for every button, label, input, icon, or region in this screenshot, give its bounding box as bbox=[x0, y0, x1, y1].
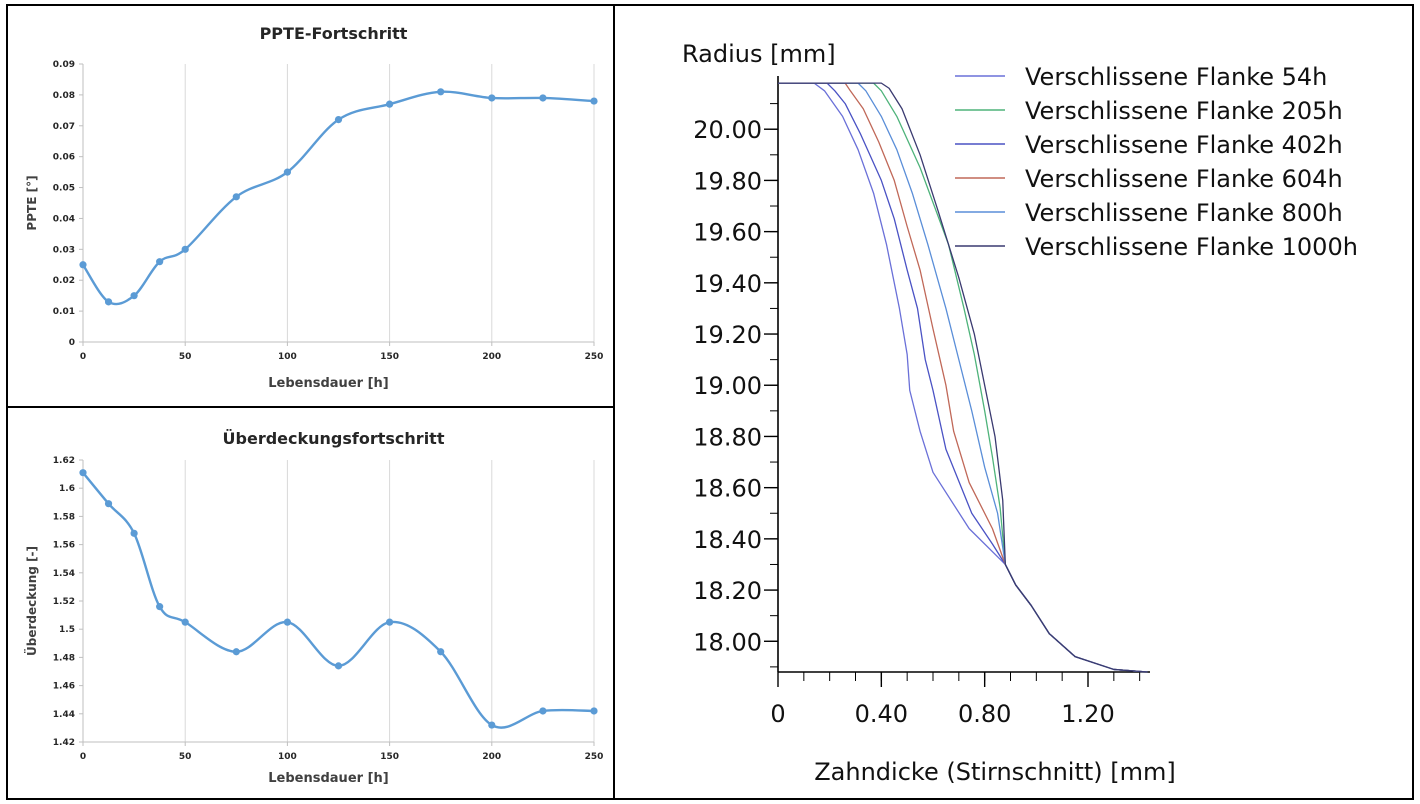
legend-label: Verschlissene Flanke 54h bbox=[1025, 63, 1327, 91]
data-point bbox=[156, 603, 164, 611]
legend-label: Verschlissene Flanke 402h bbox=[1025, 131, 1343, 159]
y-tick-label: 20.00 bbox=[693, 116, 762, 144]
y-tick-label: 18.60 bbox=[693, 475, 762, 503]
y-tick-label: 0.06 bbox=[53, 153, 75, 163]
data-point bbox=[488, 721, 496, 729]
x-tick-label: 150 bbox=[380, 352, 399, 362]
data-point bbox=[232, 193, 240, 201]
y-tick-label: 1.62 bbox=[53, 456, 75, 466]
data-point bbox=[386, 618, 394, 626]
y-tick-label: 18.20 bbox=[693, 577, 762, 605]
y-axis-label: PPTE [°] bbox=[25, 175, 39, 230]
data-point bbox=[386, 100, 394, 108]
y-tick-label: 1.56 bbox=[53, 541, 75, 551]
x-tick-label: 0.40 bbox=[855, 700, 908, 728]
chart-panel-ppte: 0 0.01 0.02 0.03 0.04 0.05 0.06 0.07 0.08 0.09 0 50… bbox=[6, 4, 615, 408]
y-tick-label: 19.80 bbox=[693, 167, 762, 195]
x-tick-label: 0 bbox=[770, 700, 785, 728]
y-tick-label: 19.40 bbox=[693, 270, 762, 298]
y-axis-label: Überdeckung [-] bbox=[24, 546, 39, 656]
ppte-chart: 0 0.01 0.02 0.03 0.04 0.05 0.06 0.07 0.08 0.09 0 50… bbox=[25, 24, 604, 391]
legend-label: Verschlissene Flanke 800h bbox=[1025, 199, 1343, 227]
series-line-6 bbox=[778, 82, 1148, 673]
data-point bbox=[232, 648, 240, 656]
y-tick-label: 19.00 bbox=[693, 372, 762, 400]
y-tick-label: 0.04 bbox=[53, 214, 75, 224]
x-tick-label: 0 bbox=[80, 752, 86, 762]
y-axis-label: Radius [mm] bbox=[682, 40, 836, 68]
y-tick-label: 1.42 bbox=[53, 738, 75, 748]
x-tick-label: 250 bbox=[585, 752, 604, 762]
profile-chart: 18.00 18.20 18.40 18.60 18.80 19.00 19.20 19.40… bbox=[682, 40, 1358, 786]
x-axis-label: Lebensdauer [h] bbox=[268, 376, 388, 391]
chart-panel-overlap: 1.42 1.44 1.46 1.48 1.5 1.52 1.54 1.56 1.58 1.6 1.… bbox=[6, 406, 615, 800]
y-tick-label: 1.5 bbox=[59, 625, 75, 635]
y-tick-label: 19.20 bbox=[693, 321, 762, 349]
legend-label: Verschlissene Flanke 205h bbox=[1025, 97, 1343, 125]
overlap-chart: 1.42 1.44 1.46 1.48 1.5 1.52 1.54 1.56 1.58 1.6 1.… bbox=[24, 429, 604, 786]
data-point bbox=[539, 707, 547, 715]
x-axis-label: Lebensdauer [h] bbox=[268, 771, 388, 786]
data-point bbox=[590, 97, 598, 105]
data-point bbox=[590, 707, 598, 715]
x-tick-label: 200 bbox=[482, 752, 501, 762]
y-tick-label: 1.54 bbox=[53, 569, 75, 579]
y-tick-label: 0 bbox=[69, 338, 75, 348]
legend-label: Verschlissene Flanke 1000h bbox=[1025, 233, 1358, 261]
series-line bbox=[81, 90, 595, 306]
data-point bbox=[488, 94, 496, 102]
series-line bbox=[82, 471, 595, 729]
y-tick-label: 0.09 bbox=[53, 60, 75, 70]
data-point bbox=[156, 258, 164, 266]
x-tick-label: 0 bbox=[80, 352, 86, 362]
y-tick-label: 0.05 bbox=[53, 184, 75, 194]
y-tick-label: 0.03 bbox=[53, 245, 75, 255]
y-tick-label: 1.6 bbox=[59, 484, 75, 494]
data-point bbox=[437, 648, 445, 656]
data-point bbox=[283, 168, 291, 176]
x-axis-label: Zahndicke (Stirnschnitt) [mm] bbox=[814, 758, 1176, 786]
data-point bbox=[104, 500, 113, 508]
chart-title: PPTE-Fortschritt bbox=[260, 24, 408, 43]
y-tick-label: 18.80 bbox=[693, 423, 762, 451]
y-tick-label: 0.01 bbox=[53, 307, 75, 317]
data-point bbox=[79, 469, 87, 477]
x-tick-label: 1.20 bbox=[1061, 700, 1114, 728]
x-tick-label: 150 bbox=[380, 752, 399, 762]
data-point bbox=[181, 245, 189, 253]
y-tick-label: 1.44 bbox=[53, 710, 75, 720]
data-point bbox=[181, 618, 189, 626]
y-tick-label: 18.40 bbox=[693, 526, 762, 554]
data-point bbox=[79, 261, 87, 269]
x-tick-label: 250 bbox=[585, 352, 604, 362]
x-tick-label: 200 bbox=[482, 352, 501, 362]
y-tick-label: 0.07 bbox=[53, 122, 75, 132]
x-tick-label: 100 bbox=[278, 352, 297, 362]
chart-title: Überdeckungsfortschritt bbox=[223, 429, 445, 448]
data-point bbox=[104, 298, 113, 306]
x-tick-label: 50 bbox=[179, 752, 192, 762]
data-point bbox=[334, 116, 343, 124]
y-tick-label: 19.60 bbox=[693, 219, 762, 247]
data-point bbox=[130, 292, 138, 300]
data-point bbox=[334, 662, 343, 670]
x-tick-label: 0.80 bbox=[958, 700, 1011, 728]
y-tick-label: 1.52 bbox=[53, 597, 75, 607]
chart-panel-profile: 18.00 18.20 18.40 18.60 18.80 19.00 19.20 19.40… bbox=[613, 4, 1414, 800]
y-tick-label: 1.48 bbox=[53, 653, 75, 663]
legend-label: Verschlissene Flanke 604h bbox=[1025, 165, 1343, 193]
data-point bbox=[130, 529, 138, 537]
y-tick-label: 18.00 bbox=[693, 628, 762, 656]
y-tick-label: 0.08 bbox=[53, 91, 75, 101]
y-tick-label: 1.58 bbox=[53, 512, 75, 522]
y-tick-label: 0.02 bbox=[53, 276, 75, 286]
x-tick-label: 100 bbox=[278, 752, 297, 762]
y-tick-label: 1.46 bbox=[53, 682, 75, 692]
data-point bbox=[539, 94, 547, 102]
data-point bbox=[437, 88, 445, 96]
data-point bbox=[283, 618, 291, 626]
x-tick-label: 50 bbox=[179, 352, 192, 362]
